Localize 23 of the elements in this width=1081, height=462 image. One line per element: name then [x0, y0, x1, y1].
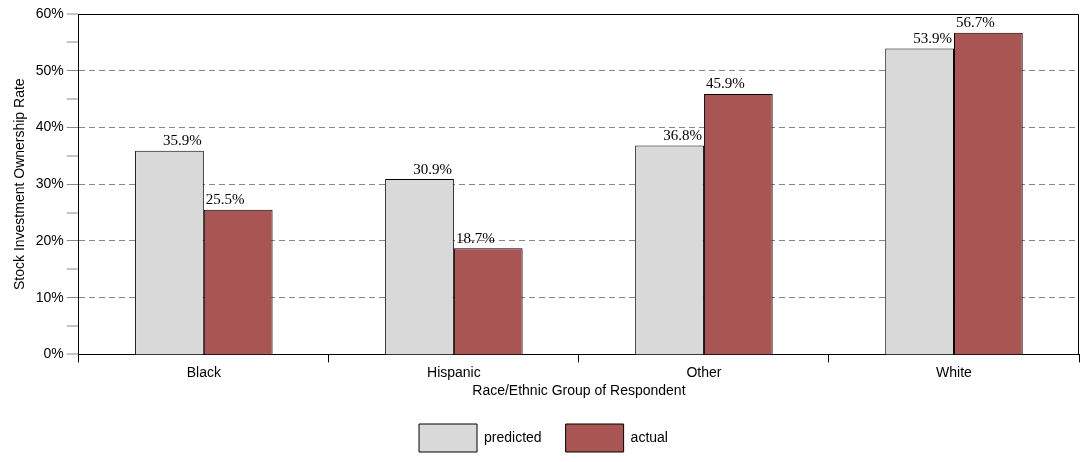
y-axis-title: Stock Investment Ownership Rate	[11, 78, 28, 291]
y-tick-label: 20%	[35, 231, 64, 248]
y-tick-label: 0%	[43, 345, 64, 362]
y-tick-label: 60%	[35, 4, 64, 21]
data-label: 45.9%	[705, 75, 745, 92]
data-label: 56.7%	[955, 14, 995, 31]
y-tick-label: 50%	[35, 61, 64, 78]
x-tick-label: Black	[186, 363, 222, 380]
data-label: 36.8%	[663, 127, 702, 144]
y-tick-label: 40%	[35, 118, 64, 135]
data-label: 25.5%	[205, 191, 245, 208]
x-tick-label: Hispanic	[427, 363, 481, 380]
x-tick-label: Other	[686, 363, 722, 380]
legend-label: predicted	[484, 428, 542, 445]
y-tick-label: 30%	[35, 175, 64, 192]
x-axis-title: Race/Ethnic Group of Respondent	[472, 382, 686, 399]
data-label: 30.9%	[413, 160, 452, 177]
x-tick-label: White	[936, 363, 973, 380]
data-label: 53.9%	[913, 30, 952, 47]
y-tick-label: 10%	[35, 288, 64, 305]
legend-label: actual	[630, 428, 668, 445]
data-label: 35.9%	[163, 132, 202, 149]
data-label: 18.7%	[455, 229, 495, 246]
